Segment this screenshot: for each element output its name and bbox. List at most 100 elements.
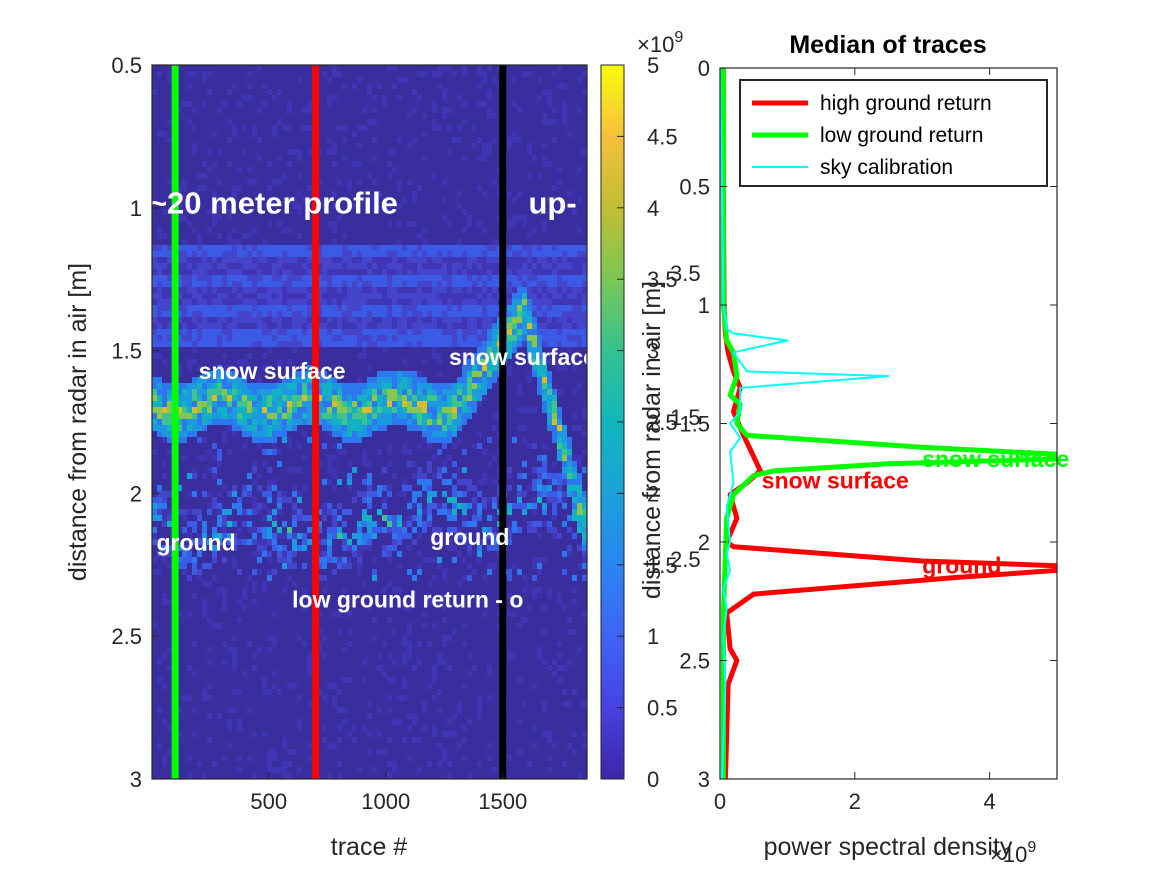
heatmap-cell [317,413,322,419]
heatmap-cell [367,419,372,425]
heatmap-cell [457,125,462,131]
heatmap-cell [472,371,477,377]
heatmap-cell [257,509,262,515]
heatmap-cell [292,383,297,389]
heatmap-cell [162,521,167,527]
heatmap-cell [562,425,567,431]
heatmap-cell [167,209,172,215]
heatmap-cell [217,413,222,419]
heatmap-cell [402,281,407,287]
heatmap-cell [442,395,447,401]
ghost-ytick-label: 2.5 [670,547,701,572]
heatmap-cell [357,545,362,551]
heatmap-cell [507,467,512,473]
heatmap-cell [452,329,457,335]
heatmap-cell [347,311,352,317]
heatmap-cell [457,191,462,197]
heatmap-cell [442,425,447,431]
heatmap-cell [547,359,552,365]
heatmap-cell [357,77,362,83]
heatmap-cell [572,275,577,281]
heatmap-cell [392,167,397,173]
heatmap-cell [577,287,582,293]
heatmap-cell [517,527,522,533]
heatmap-cell [377,653,382,659]
heatmap-cell [292,563,297,569]
heatmap-cell [282,437,287,443]
heatmap-cell [302,593,307,599]
heatmap-cell [212,371,217,377]
heatmap-cell [437,293,442,299]
heatmap-cell [417,275,422,281]
heatmap-cell [292,515,297,521]
heatmap-cell [392,533,397,539]
heatmap-cell [537,209,542,215]
heatmap-cell [212,395,217,401]
heatmap-cell [277,245,282,251]
heatmap-cell [222,395,227,401]
heatmap-cell [187,419,192,425]
heatmap-cell [477,257,482,263]
heatmap-cell [542,605,547,611]
heatmap-cell [367,287,372,293]
heatmap-cell [582,467,587,473]
heatmap-cell [167,251,172,257]
heatmap-cell [477,287,482,293]
colorbar-tick-label: 4 [647,196,659,221]
heatmap-cell [197,425,202,431]
heatmap-cell [157,383,162,389]
heatmap-cell [472,323,477,329]
heatmap-cell [572,281,577,287]
heatmap-cell [247,755,252,761]
heatmap-cell [292,293,297,299]
heatmap-cell [242,395,247,401]
heatmap-cell [342,557,347,563]
heatmap-cell [287,749,292,755]
heatmap-cell [392,659,397,665]
heatmap-cell [247,257,252,263]
heatmap-cell [447,305,452,311]
heatmap-cell [527,149,532,155]
heatmap-cell [322,725,327,731]
heatmap-cell [347,275,352,281]
heatmap-cell [317,611,322,617]
heatmap-cell [552,359,557,365]
heatmap-cell [257,107,262,113]
heatmap-cell [492,251,497,257]
heatmap-cell [217,455,222,461]
heatmap-cell [507,533,512,539]
heatmap-cell [412,287,417,293]
heatmap-cell [212,311,217,317]
heatmap-cell [507,593,512,599]
heatmap-cell [247,473,252,479]
heatmap-cell [327,467,332,473]
heatmap-cell [512,653,517,659]
heatmap-cell [422,341,427,347]
heatmap-cell [477,221,482,227]
heatmap-cell [442,641,447,647]
heatmap-cell [427,431,432,437]
heatmap-cell [447,395,452,401]
heatmap-cell [567,629,572,635]
legend-label: sky calibration [820,156,953,179]
heatmap-cell [307,335,312,341]
heatmap-cell [407,221,412,227]
heatmap-cell [252,395,257,401]
heatmap-cell [472,407,477,413]
heatmap-cell [187,425,192,431]
heatmap-annotation: snow surface [449,344,596,370]
heatmap-cell [182,419,187,425]
heatmap-cell [217,233,222,239]
heatmap-cell [257,311,262,317]
heatmap-cell [377,341,382,347]
heatmap-cell [282,413,287,419]
heatmap-cell [227,299,232,305]
heatmap-cell [337,629,342,635]
heatmap-cell [477,323,482,329]
heatmap-cell [477,293,482,299]
heatmap-cell [227,305,232,311]
heatmap-cell [357,353,362,359]
heatmap-cell [532,509,537,515]
heatmap-cell [157,551,162,557]
heatmap-cell [442,731,447,737]
